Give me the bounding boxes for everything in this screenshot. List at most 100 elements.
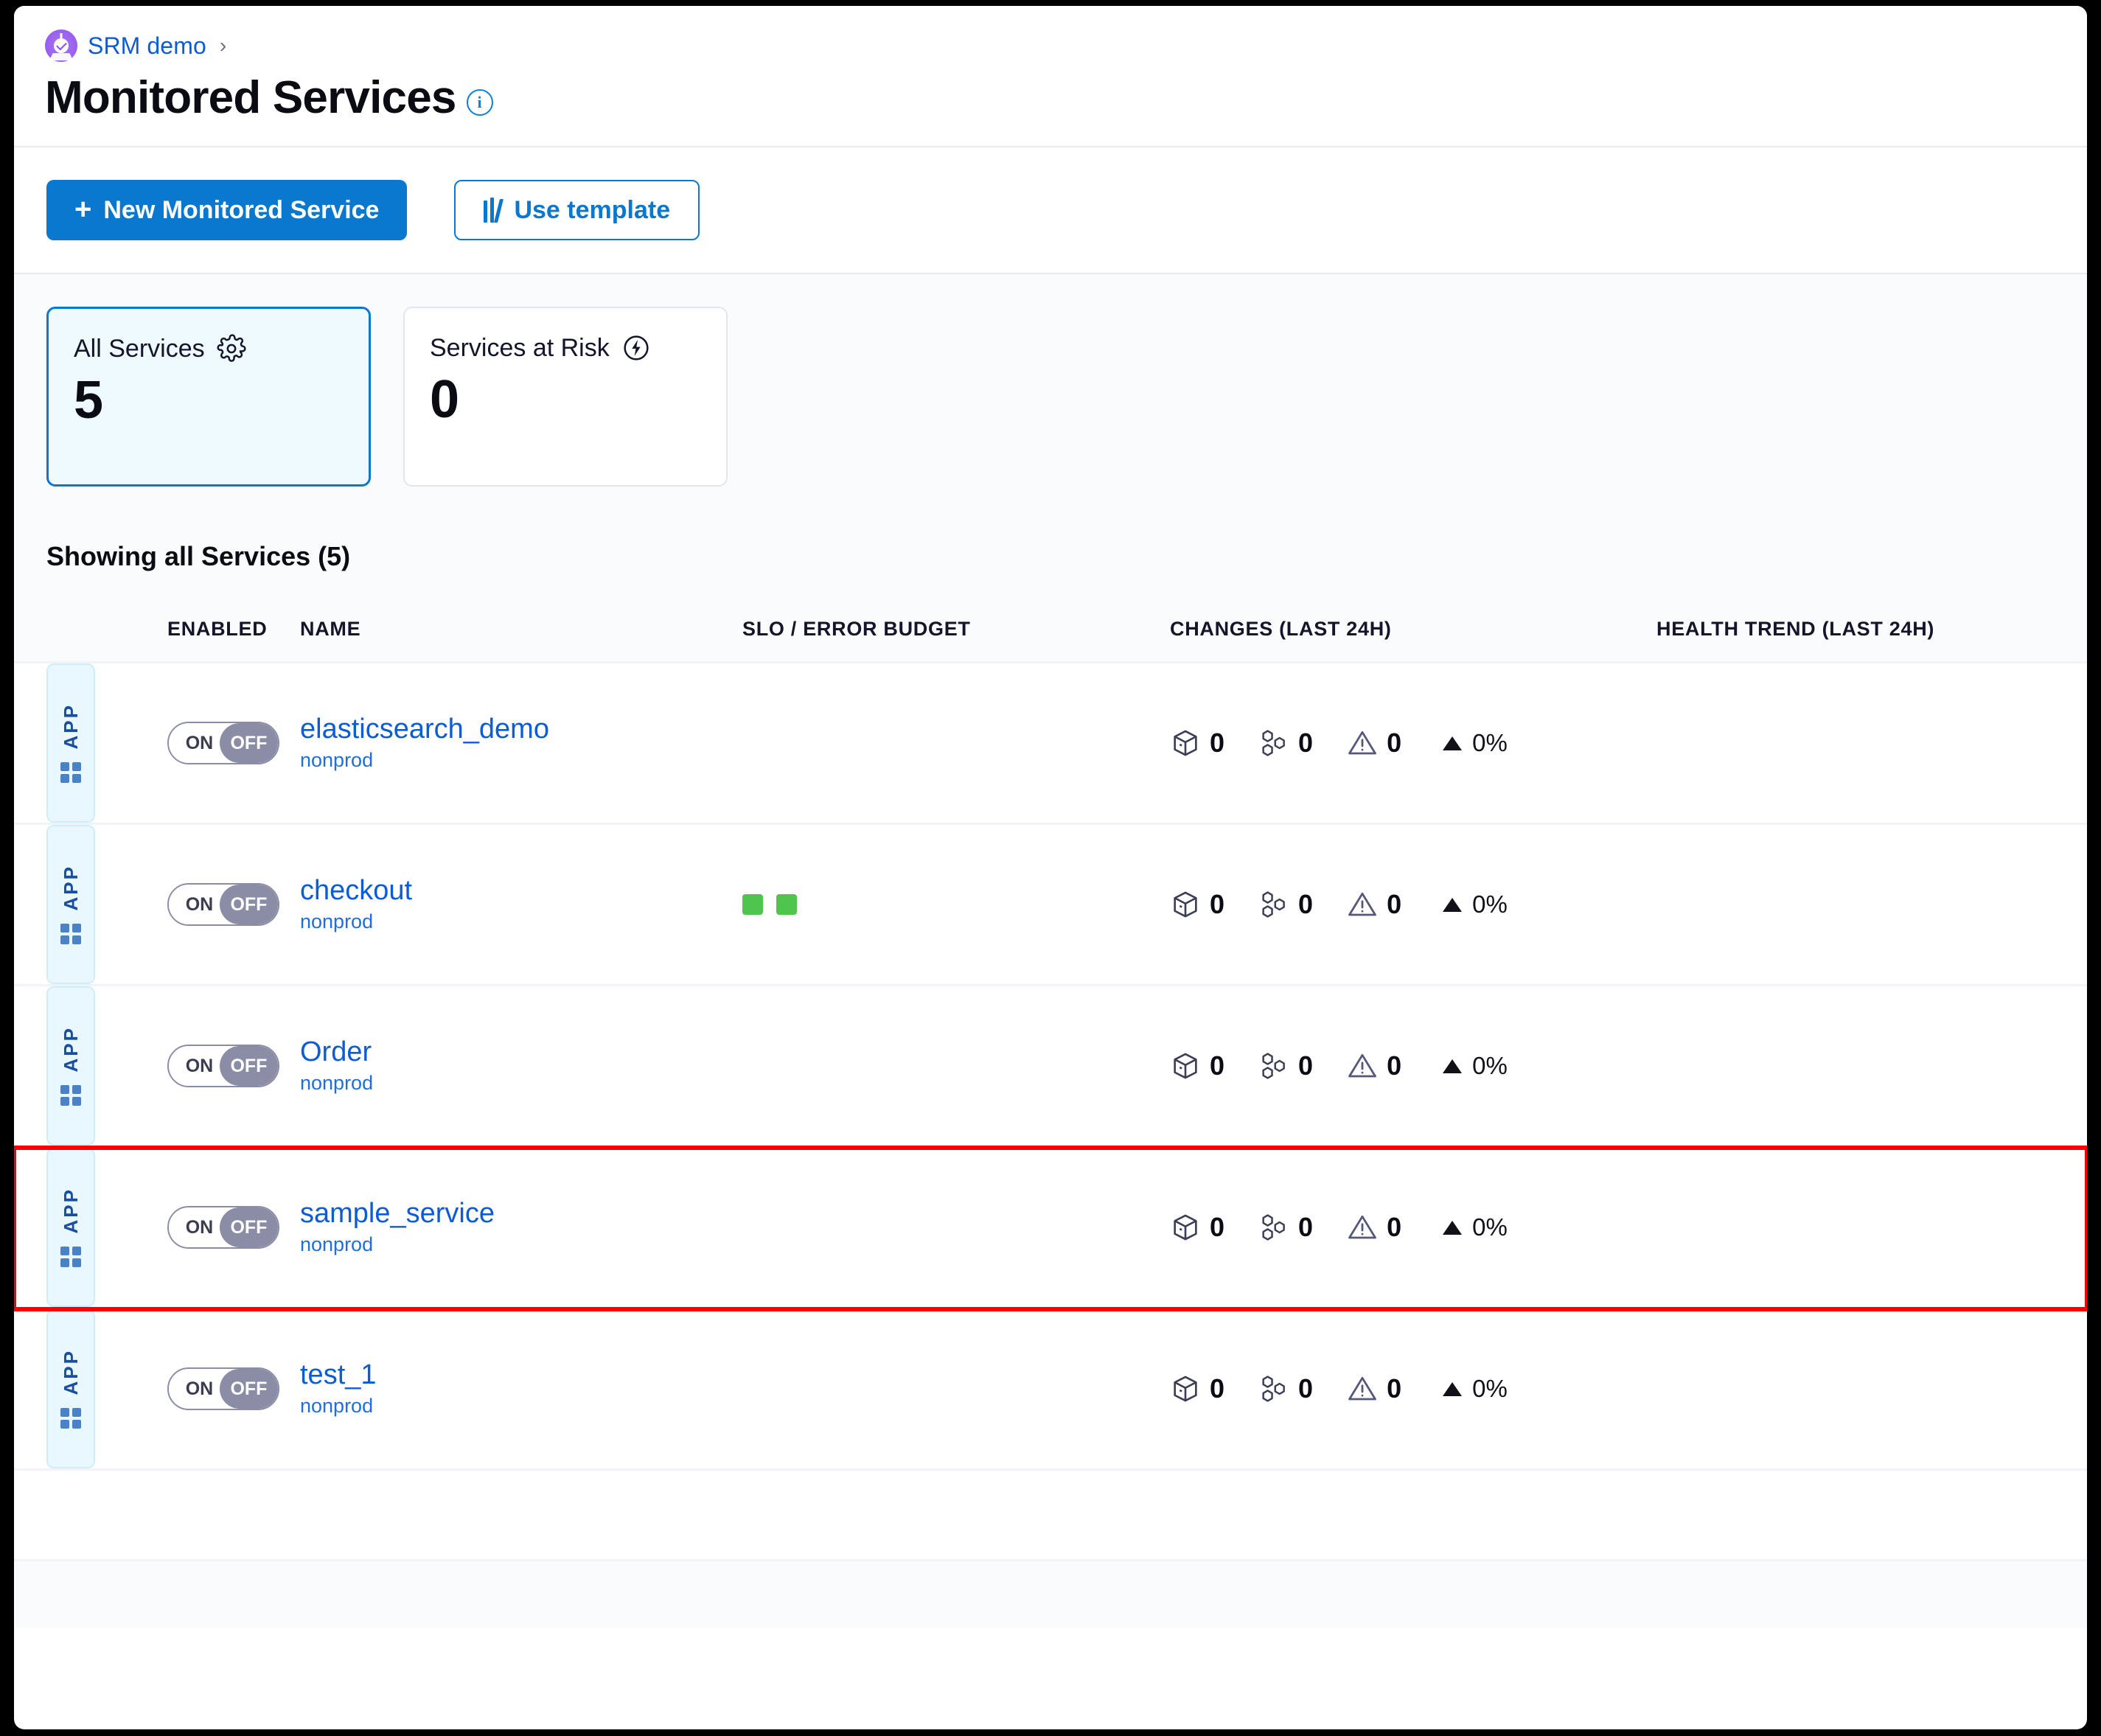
app-grid-icon <box>60 762 81 784</box>
change-deployments[interactable]: 0 <box>1170 1050 1224 1081</box>
change-incidents[interactable]: 0 <box>1347 1050 1401 1081</box>
health-trend-value: 0% <box>1472 1213 1508 1241</box>
change-infrastructure-count: 0 <box>1298 1373 1314 1404</box>
info-icon[interactable]: i <box>466 89 493 116</box>
change-infrastructure[interactable]: 0 <box>1258 889 1313 920</box>
changes-cell: 0 0 0 0% <box>1170 1309 1656 1468</box>
new-monitored-service-label: New Monitored Service <box>103 195 380 224</box>
change-incidents[interactable]: 0 <box>1347 728 1401 759</box>
service-environment-label: nonprod <box>300 749 374 772</box>
column-header-enabled: ENABLED <box>167 618 268 640</box>
new-monitored-service-button[interactable]: + New Monitored Service <box>46 180 408 240</box>
table-row[interactable]: APP ON OFF Order nonprod 0 0 0 0% <box>14 986 2087 1148</box>
column-header-slo: SLO / ERROR BUDGET <box>742 618 971 640</box>
slo-error-budget-cell <box>742 1309 1170 1468</box>
toggle-off-label: OFF <box>219 1046 278 1086</box>
change-deployments-count: 0 <box>1210 1212 1225 1242</box>
table-row[interactable]: APP ON OFF elasticsearch_demo nonprod 0 … <box>14 661 2087 825</box>
health-trend-value: 0% <box>1472 890 1508 918</box>
table-footer-spacer <box>14 1471 2087 1561</box>
table-header-row: ENABLED NAME SLO / ERROR BUDGET CHANGES … <box>14 618 2087 661</box>
enabled-cell: ON OFF <box>102 1148 300 1307</box>
toggle-off-label: OFF <box>219 885 278 924</box>
row-type-badge-cell: APP <box>14 1148 102 1307</box>
service-name-link[interactable]: sample_service <box>300 1197 495 1229</box>
action-bar: + New Monitored Service Use template <box>14 147 2087 274</box>
change-incidents[interactable]: 0 <box>1347 1373 1401 1404</box>
change-deployments[interactable]: 0 <box>1170 889 1224 920</box>
cube-icon <box>1174 1053 1197 1079</box>
card-services-at-risk[interactable]: Services at Risk 0 <box>403 307 728 487</box>
health-trend-spacer <box>1656 825 2069 984</box>
service-name-cell: elasticsearch_demo nonprod <box>300 663 742 823</box>
table-row[interactable]: APP ON OFF checkout nonprod 0 0 0 0% <box>14 825 2087 986</box>
change-incidents-count: 0 <box>1387 728 1402 758</box>
app-badge-label: APP <box>59 1348 82 1395</box>
card-all-services[interactable]: All Services 5 <box>46 307 371 487</box>
service-environment-label: nonprod <box>300 910 374 933</box>
enabled-toggle[interactable]: ON OFF <box>167 1367 279 1410</box>
cube-icon <box>1174 1214 1197 1241</box>
enabled-toggle[interactable]: ON OFF <box>167 883 279 926</box>
enabled-cell: ON OFF <box>102 1309 300 1468</box>
chevron-right-icon: › <box>219 34 227 57</box>
warning-triangle-icon <box>1348 731 1376 755</box>
app-window: SRM demo › Monitored Services i + New Mo… <box>14 6 2087 1729</box>
service-name-link[interactable]: test_1 <box>300 1359 377 1390</box>
change-infrastructure[interactable]: 0 <box>1258 1373 1313 1404</box>
hexagons-icon <box>1262 1214 1285 1241</box>
hexagons-icon <box>1262 730 1285 756</box>
change-infrastructure[interactable]: 0 <box>1258 728 1313 759</box>
card-services-at-risk-head: Services at Risk <box>430 333 701 363</box>
card-services-at-risk-value: 0 <box>430 370 460 429</box>
table-row[interactable]: APP ON OFF sample_service nonprod 0 0 0 … <box>14 1146 2087 1311</box>
change-infrastructure[interactable]: 0 <box>1258 1050 1313 1081</box>
page-title: Monitored Services <box>45 72 456 123</box>
change-infrastructure-count: 0 <box>1298 1212 1314 1242</box>
change-incidents[interactable]: 0 <box>1347 1212 1401 1243</box>
health-trend-value: 0% <box>1472 729 1508 756</box>
row-type-badge-cell: APP <box>14 825 102 984</box>
toggle-off-label: OFF <box>219 1207 278 1247</box>
change-incidents[interactable]: 0 <box>1347 889 1401 920</box>
warning-triangle-icon <box>1348 1215 1376 1239</box>
card-all-services-head: All Services <box>74 334 344 363</box>
table-row[interactable]: APP ON OFF test_1 nonprod 0 0 0 0% <box>14 1309 2087 1471</box>
page-header: SRM demo › Monitored Services i <box>14 6 2087 147</box>
service-name-link[interactable]: elasticsearch_demo <box>300 713 549 745</box>
page-bottom-spacer <box>14 1561 2087 1628</box>
toggle-off-label: OFF <box>219 1369 278 1409</box>
enabled-toggle[interactable]: ON OFF <box>167 1045 279 1087</box>
use-template-button[interactable]: Use template <box>454 180 700 240</box>
column-header-name: NAME <box>300 618 361 640</box>
service-name-link[interactable]: Order <box>300 1036 372 1067</box>
cube-icon <box>1174 891 1197 918</box>
slo-status-chip <box>776 894 797 915</box>
app-type-badge: APP <box>46 1309 95 1468</box>
triangle-up-icon <box>1443 1220 1463 1235</box>
change-deployments[interactable]: 0 <box>1170 1373 1224 1404</box>
service-name-cell: checkout nonprod <box>300 825 742 984</box>
breadcrumb-link-srm-demo[interactable]: SRM demo <box>88 32 206 59</box>
enabled-toggle[interactable]: ON OFF <box>167 722 279 764</box>
page-title-row: Monitored Services i <box>14 62 2087 146</box>
health-trend-spacer <box>1656 986 2069 1146</box>
card-all-services-label: All Services <box>74 334 205 363</box>
use-template-label: Use template <box>514 195 671 224</box>
change-infrastructure[interactable]: 0 <box>1258 1212 1313 1243</box>
app-grid-icon <box>60 1408 81 1429</box>
change-deployments[interactable]: 0 <box>1170 728 1224 759</box>
change-deployments-count: 0 <box>1210 728 1225 758</box>
row-type-badge-cell: APP <box>14 1309 102 1468</box>
change-deployments[interactable]: 0 <box>1170 1212 1224 1243</box>
showing-count-label: Showing all Services (5) <box>46 541 351 571</box>
service-name-link[interactable]: checkout <box>300 874 413 906</box>
enabled-toggle[interactable]: ON OFF <box>167 1206 279 1249</box>
changes-cell: 0 0 0 0% <box>1170 986 1656 1146</box>
gear-icon <box>217 334 246 362</box>
slo-error-budget-cell <box>742 1148 1170 1307</box>
row-type-badge-cell: APP <box>14 663 102 823</box>
enabled-cell: ON OFF <box>102 663 300 823</box>
health-trend-cell: 0% <box>1443 1375 1508 1403</box>
health-trend-spacer <box>1656 1148 2069 1307</box>
